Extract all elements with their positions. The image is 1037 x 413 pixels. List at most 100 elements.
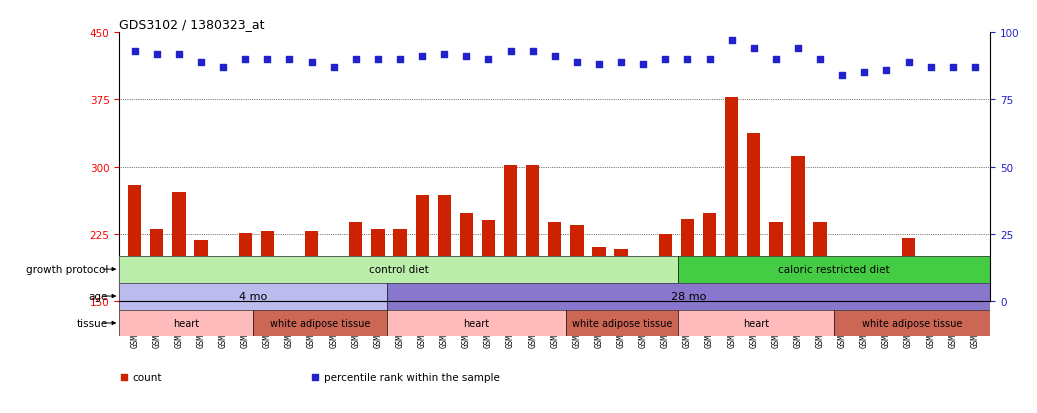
Point (900, 59, 917, 66)
Bar (283, 264, 297, 413)
Bar (677, 310, 834, 337)
Point (525, 48, 541, 55)
Bar (747, 133, 760, 413)
Bar (946, 285, 959, 413)
Point (701, 57, 718, 63)
Point (878, 67, 895, 74)
Bar (834, 310, 990, 337)
Bar (637, 261, 650, 413)
Point (767, 57, 784, 63)
Bar (566, 310, 677, 337)
Bar (902, 239, 916, 413)
Bar (791, 157, 805, 413)
Bar (349, 223, 363, 413)
Bar (150, 230, 164, 413)
Bar (725, 97, 738, 413)
Bar (119, 310, 253, 337)
Bar (858, 291, 871, 413)
Point (546, 54, 563, 60)
Bar (924, 285, 937, 413)
Text: 28 mo: 28 mo (671, 291, 706, 301)
Text: white adipose tissue: white adipose tissue (571, 318, 672, 328)
Point (613, 59, 629, 66)
Text: tissue: tissue (77, 318, 108, 328)
Bar (438, 196, 451, 413)
Bar (658, 234, 672, 413)
Text: control diet: control diet (368, 264, 428, 275)
Point (281, 57, 298, 63)
Bar (570, 225, 584, 413)
Point (746, 46, 762, 52)
Bar (371, 230, 385, 413)
Point (148, 51, 165, 58)
Point (347, 57, 364, 63)
Bar (387, 310, 566, 337)
Text: heart: heart (173, 318, 199, 328)
Text: caloric restricted diet: caloric restricted diet (778, 264, 890, 275)
Point (790, 46, 807, 52)
Bar (482, 221, 495, 413)
Bar (172, 192, 186, 413)
Point (502, 48, 518, 55)
Bar (969, 282, 981, 413)
Point (436, 51, 452, 58)
Point (945, 64, 961, 71)
Point (966, 64, 983, 71)
Point (215, 64, 231, 71)
Bar (387, 283, 990, 310)
Bar (416, 196, 428, 413)
Text: age: age (89, 291, 108, 301)
Point (657, 57, 674, 63)
Bar (119, 283, 387, 310)
Point (259, 57, 276, 63)
Text: heart: heart (742, 318, 768, 328)
Point (414, 54, 430, 60)
Bar (526, 166, 539, 413)
Bar (813, 223, 826, 413)
Text: percentile rank within the sample: percentile rank within the sample (324, 372, 500, 382)
Bar (194, 241, 207, 413)
Bar (239, 233, 252, 413)
Point (834, 73, 850, 79)
Bar (703, 214, 717, 413)
Point (307, 373, 324, 380)
Bar (549, 223, 561, 413)
Bar (119, 256, 677, 283)
Point (193, 59, 209, 66)
Point (171, 51, 188, 58)
Point (922, 64, 938, 71)
Text: count: count (133, 372, 162, 382)
Point (635, 62, 651, 69)
Text: GDS3102 / 1380323_at: GDS3102 / 1380323_at (119, 17, 264, 31)
Bar (879, 288, 893, 413)
Bar (129, 185, 141, 413)
Text: heart: heart (464, 318, 489, 328)
Text: growth protocol: growth protocol (26, 264, 108, 275)
Point (392, 57, 409, 63)
Bar (327, 285, 340, 413)
Point (591, 62, 608, 69)
Bar (769, 223, 783, 413)
Bar (217, 282, 230, 413)
Bar (836, 292, 849, 413)
Point (812, 57, 829, 63)
Point (480, 57, 497, 63)
Point (724, 38, 740, 45)
Point (458, 54, 475, 60)
Point (303, 59, 319, 66)
Text: 4 mo: 4 mo (240, 291, 268, 301)
Bar (459, 214, 473, 413)
Point (127, 48, 143, 55)
Bar (504, 166, 517, 413)
Text: white adipose tissue: white adipose tissue (270, 318, 370, 328)
Point (326, 64, 342, 71)
Point (568, 59, 585, 66)
Bar (305, 232, 318, 413)
Point (856, 70, 872, 76)
Bar (253, 310, 387, 337)
Bar (260, 232, 274, 413)
Text: white adipose tissue: white adipose tissue (862, 318, 962, 328)
Point (237, 57, 254, 63)
Point (679, 57, 696, 63)
Bar (615, 249, 627, 413)
